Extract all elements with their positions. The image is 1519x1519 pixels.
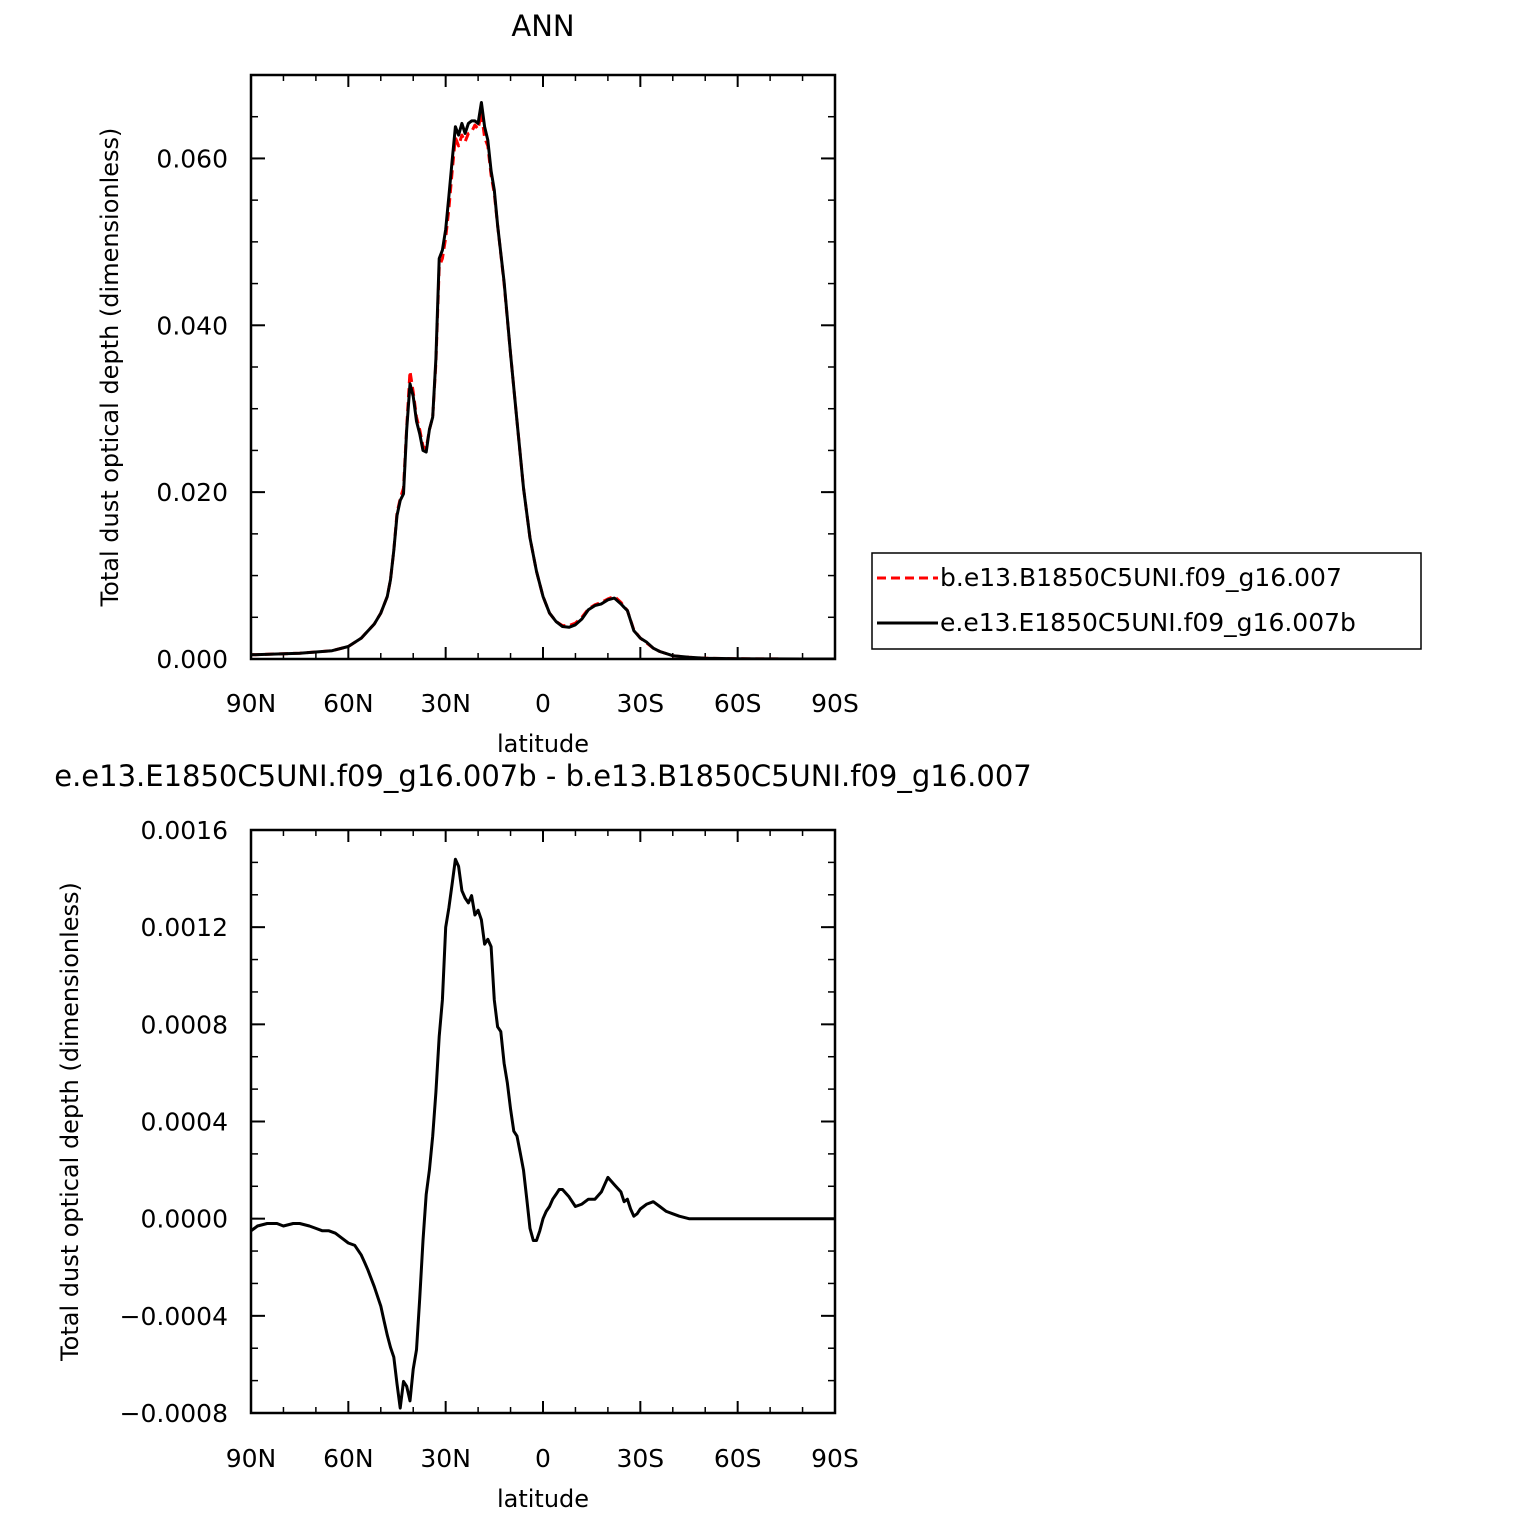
- y-tick-label: 0.0004: [141, 1108, 228, 1137]
- series-line-1: [251, 111, 835, 659]
- y-tick-label: 0.0008: [141, 1010, 228, 1039]
- x-axis-label: latitude: [497, 1485, 589, 1513]
- top-line-chart: ANN 90N 60N 30N 0 30S 60S 90S 0.000 0.020 0.040 0.0…: [96, 9, 1422, 758]
- x-tick-label: 90N: [226, 689, 277, 718]
- x-tick-label: 90S: [811, 689, 859, 718]
- x-tick-label: 0: [535, 689, 551, 718]
- legend-entry: b.e13.B1850C5UNI.f09_g16.007: [940, 563, 1342, 592]
- y-tick-label: 0.0012: [141, 913, 228, 942]
- bottom-difference-chart: e.e13.E1850C5UNI.f09_g16.007b - b.e13.B1…: [54, 759, 1032, 1513]
- plot-title: e.e13.E1850C5UNI.f09_g16.007b - b.e13.B1…: [54, 759, 1032, 793]
- series-line-2: [251, 101, 835, 659]
- x-tick-label: 30S: [616, 689, 664, 718]
- legend: b.e13.B1850C5UNI.f09_g16.007 e.e13.E1850C…: [871, 552, 1422, 650]
- plot-frame: [249, 73, 837, 661]
- x-tick-label: 90N: [226, 1444, 277, 1473]
- plot-frame: [249, 828, 837, 1415]
- series-group: [251, 101, 835, 659]
- series-group: [251, 857, 835, 1410]
- x-tick-label: 60N: [323, 689, 374, 718]
- y-axis-label: Total dust optical depth (dimensionless): [56, 882, 84, 1362]
- x-tick-label: 60S: [714, 689, 762, 718]
- y-tick-label: 0.0016: [141, 816, 228, 845]
- y-axis-label: Total dust optical depth (dimensionless): [96, 128, 124, 608]
- x-axis-label: latitude: [497, 730, 589, 758]
- legend-entry: e.e13.E1850C5UNI.f09_g16.007b: [940, 608, 1356, 637]
- y-tick-label: 0.020: [156, 478, 228, 507]
- y-tick-label: 0.060: [156, 144, 228, 173]
- y-tick-label: −0.0004: [120, 1302, 228, 1331]
- legend-box: [871, 552, 1422, 650]
- x-tick-label: 30N: [420, 1444, 471, 1473]
- x-tick-label: 60N: [323, 1444, 374, 1473]
- y-tick-label: 0.000: [156, 645, 228, 674]
- x-tick-label: 90S: [811, 1444, 859, 1473]
- series-line-1: [251, 857, 835, 1410]
- y-tick-label: −0.0008: [120, 1399, 228, 1428]
- y-tick-label: 0.040: [156, 311, 228, 340]
- x-tick-label: 30N: [420, 689, 471, 718]
- y-tick-label: 0.0000: [141, 1205, 228, 1234]
- plot-title: ANN: [511, 9, 574, 43]
- x-tick-label: 60S: [714, 1444, 762, 1473]
- x-tick-label: 0: [535, 1444, 551, 1473]
- x-tick-label: 30S: [616, 1444, 664, 1473]
